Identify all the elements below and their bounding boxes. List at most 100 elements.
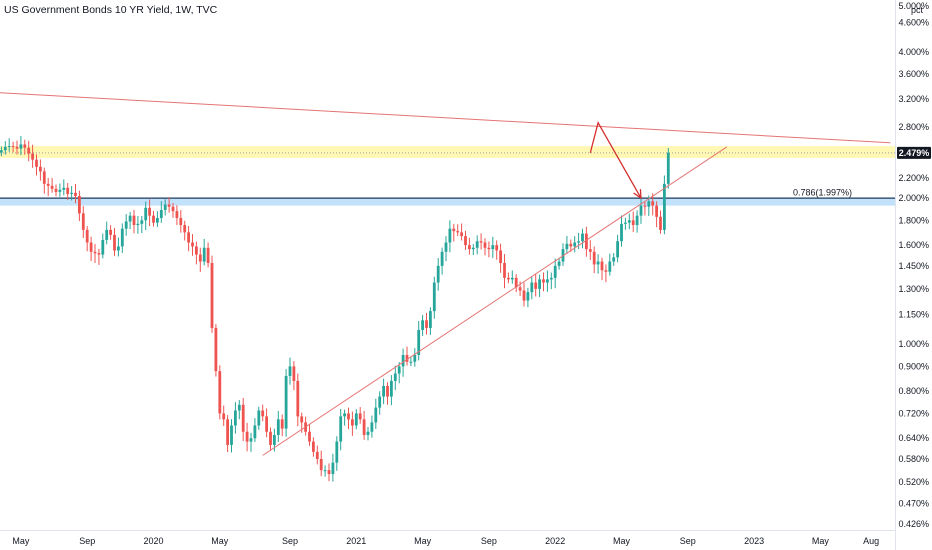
candle [581,228,584,249]
candle [401,348,405,377]
y-tick-label: 1.300% [898,284,929,294]
candle-body [397,366,401,374]
candle [163,199,167,216]
candle-body [136,223,140,226]
y-tick-label: 4.000% [898,47,929,57]
candle [475,235,479,255]
x-tick-label: 2020 [143,536,163,546]
candle-body [343,413,346,417]
y-tick-label: 2.800% [898,122,929,132]
candle-body [276,419,280,435]
candle [460,223,463,241]
candle-body [351,419,354,426]
candle [643,201,647,216]
y-tick-label: 0.426% [898,519,929,529]
candle-body [596,261,600,265]
candle-body [261,410,265,417]
candle-body [514,277,518,288]
candle [358,407,362,424]
fib-level-label: 0.786(1.997%) [793,187,852,197]
candle [62,179,66,196]
y-tick-label: 5.000% [898,1,929,11]
y-axis[interactable]: 5.000% 4.600% 4.000% 3.600% 3.200% 2.800% 2.47… [895,0,932,550]
candle-body [39,166,42,172]
candle [421,314,424,336]
candle-body [639,205,643,216]
candle-body [74,192,77,197]
candle-body [487,247,491,250]
candle [624,217,627,230]
candle-body [0,150,3,153]
candle-body [526,292,530,301]
candle-body [620,223,623,242]
candle-body [592,251,596,265]
candle [89,236,93,262]
candle-body [226,419,229,445]
candle [19,136,23,156]
candle-body [296,380,300,417]
candle-body [663,183,666,230]
candle-body [604,270,608,272]
candle-body [105,229,109,240]
candle [105,221,109,245]
x-tick-label: May [12,536,30,546]
candle-body [191,242,194,247]
candle [128,211,132,230]
candle-body [417,329,421,355]
y-tick-label: 0.720% [898,408,929,418]
candle [425,312,428,335]
candle [557,257,561,270]
lines-layer: 0.786(1.997%) [0,92,891,456]
candle [191,234,194,256]
zone-resistance [0,146,895,158]
candle-body [124,221,128,229]
candle [651,193,655,216]
candle-body [581,233,584,242]
candle [101,233,105,259]
y-tick-label: 3.200% [898,94,929,104]
candle [175,205,179,226]
candle-body [471,247,475,250]
candle-body [522,290,526,301]
candle [144,201,148,231]
candle-body [58,189,62,192]
candle [156,211,159,228]
candle-body [280,419,284,429]
candle [491,236,495,258]
candle [452,223,456,242]
x-axis[interactable]: May Sep 2020 May Sep 2021 May Sep 2022 May Sep 2023… [0,530,895,550]
candle-body [534,282,538,289]
x-tick-label: May [414,536,432,546]
candle [27,140,31,162]
candle-body [50,185,54,189]
candle-body [655,205,658,217]
candle [97,248,101,265]
candle-body [425,320,428,328]
candle-body [612,257,616,262]
candle-body [265,416,268,432]
candle-body [464,236,467,246]
candle-body [117,246,120,251]
candle [499,243,502,273]
y-tick-label: 4.600% [898,18,929,28]
candle-body [54,188,58,192]
candle-body [7,146,11,148]
candle [120,223,124,253]
candle [620,215,623,247]
candle-body [3,146,7,151]
candle-body [128,215,132,222]
candle [374,398,378,429]
candle-body [405,354,409,362]
candle [331,453,335,482]
candle [635,210,639,233]
y-tick-label: 1.800% [898,215,929,225]
candle [50,177,54,193]
y-tick-label: 2.000% [898,193,929,203]
candle [222,405,226,426]
candle-body [569,243,573,247]
candle-body [358,413,362,420]
candle-body [499,250,502,263]
candle-body [163,204,167,211]
candle-body [491,245,495,250]
candle [23,139,27,155]
